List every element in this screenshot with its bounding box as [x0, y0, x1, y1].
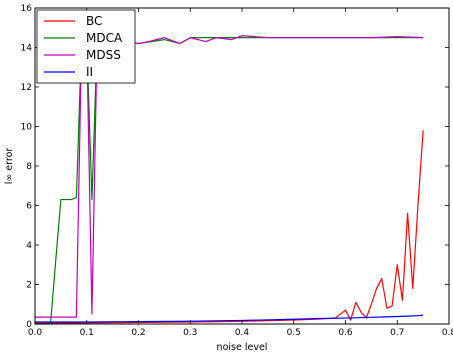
- x-axis-label: noise level: [217, 342, 268, 353]
- x-tick-label: 0.8: [442, 328, 453, 338]
- x-tick-label: 0.1: [80, 328, 94, 338]
- ticks-layer: 0.0 0.1 0.2 0.3 0.4 0.5 0.6 0.7 0.8 0 2 4 6 8 10 12 14 16: [21, 4, 453, 338]
- y-tick-label: 4: [26, 241, 32, 251]
- series-line-mdss: [35, 35, 424, 318]
- y-tick-label: 0: [26, 320, 32, 330]
- y-tick-label: 16: [21, 4, 33, 14]
- legend-label-bc: BC: [86, 14, 102, 28]
- x-tick-label: 0.7: [390, 328, 404, 338]
- legend-box: [36, 9, 136, 84]
- y-tick-label: 10: [21, 123, 33, 133]
- x-tick-label: 0.6: [338, 328, 353, 338]
- y-tick-label: 12: [21, 83, 32, 93]
- x-tick-label: 0.4: [235, 328, 250, 338]
- legend-label-mdss: MDSS: [86, 48, 121, 62]
- y-tick-label: 14: [21, 44, 33, 54]
- legend: BC MDCA MDSS II: [36, 9, 136, 84]
- legend-label-ii: II: [86, 65, 93, 79]
- x-tick-label: 0.2: [131, 328, 145, 338]
- y-tick-label: 2: [26, 281, 32, 291]
- y-tick-label: 8: [26, 162, 32, 172]
- x-tick-label: 0.0: [28, 328, 43, 338]
- legend-label-mdca: MDCA: [86, 31, 123, 45]
- x-tick-label: 0.3: [183, 328, 197, 338]
- y-axis-label: l∞ error: [4, 148, 15, 185]
- y-tick-label: 6: [26, 202, 32, 212]
- x-tick-label: 0.5: [287, 328, 301, 338]
